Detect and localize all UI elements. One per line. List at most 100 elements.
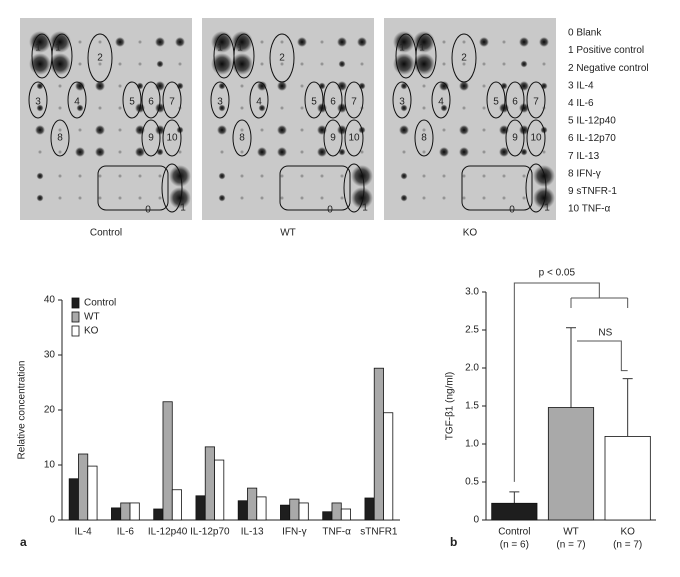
spot-circle [526, 81, 546, 119]
blot-spot [462, 40, 466, 44]
y-tick-label: 40 [44, 295, 56, 306]
bar [256, 496, 267, 521]
bracket [513, 282, 629, 482]
x-tick-label: WT [563, 527, 579, 538]
spot-number: 8 [421, 133, 427, 144]
x-tick-note: (n = 7) [556, 540, 585, 551]
spot-number: 3 [217, 97, 223, 108]
blot-spot [98, 196, 102, 200]
spot-number: 5 [493, 97, 499, 108]
blot-spot [260, 174, 264, 178]
y-tick-label: 2.5 [465, 325, 479, 336]
bar [87, 465, 98, 521]
blot-spot [178, 62, 182, 66]
bar [195, 495, 206, 521]
blot-spot [178, 150, 182, 154]
blot-spot [300, 196, 304, 200]
blot-spot [519, 37, 529, 47]
bar [547, 407, 595, 521]
blot-spot [78, 40, 82, 44]
blot-spot [29, 31, 51, 53]
blot-spot [138, 174, 142, 178]
key-entry: 0 Blank [568, 28, 602, 39]
spot-number: 1 [217, 43, 223, 54]
blot-spot [118, 84, 122, 88]
blot-spot [320, 40, 324, 44]
spot-circle [162, 81, 182, 119]
blot-spot [240, 174, 244, 178]
blot-spot [218, 172, 226, 180]
x-tick-note: (n = 6) [500, 540, 529, 551]
key-entry: 3 IL-4 [568, 80, 594, 91]
spot-number: 3 [35, 97, 41, 108]
y-tick-label: 3.0 [465, 287, 479, 298]
blot-spot [138, 40, 142, 44]
bar [289, 498, 300, 521]
blot-spot [337, 103, 347, 113]
bar [247, 487, 258, 521]
spot-circle [486, 81, 506, 119]
blot-spot [522, 196, 526, 200]
spot-number: 3 [399, 97, 405, 108]
spot-circle [28, 81, 48, 119]
blot-spot [169, 165, 191, 187]
blot-spot [320, 196, 324, 200]
blot-spot [38, 150, 42, 154]
blot-spot [58, 84, 62, 88]
blot-spot [95, 125, 105, 135]
blot-spot [98, 40, 102, 44]
blot-spot [138, 62, 142, 66]
blot-spot [280, 174, 284, 178]
blot-spot [422, 84, 426, 88]
y-tick-label: 30 [44, 350, 56, 361]
blot-spot [442, 40, 446, 44]
blot-spot [462, 196, 466, 200]
blot-spot [135, 125, 145, 135]
blot-spot [95, 147, 105, 157]
spot-number: 1 [237, 43, 243, 54]
key-entry: 7 IL-13 [568, 151, 600, 162]
blot-spot [300, 62, 304, 66]
blot-spot [220, 150, 224, 154]
spot-number: 0 [327, 205, 333, 216]
blot-spot [260, 196, 264, 200]
blot-spot [400, 194, 408, 202]
spot-number: 2 [461, 53, 467, 64]
legend-label: WT [84, 312, 100, 323]
blot-spot [340, 174, 344, 178]
blot-spot [338, 148, 346, 156]
blot-spot [300, 84, 304, 88]
spot-number: 1 [35, 43, 41, 54]
blot-spot [400, 82, 408, 90]
spot-number: 7 [351, 97, 357, 108]
y-tick-label: 10 [44, 460, 56, 471]
y-tick-label: 0 [49, 515, 55, 526]
bar [340, 508, 351, 521]
blot-spot [280, 40, 284, 44]
panel-caption: KO [463, 228, 478, 239]
blot-spot [257, 147, 267, 157]
blot-spot [218, 194, 226, 202]
y-axis-label: TGF-β1 (ng/ml) [445, 372, 456, 441]
blank-box [97, 165, 169, 211]
legend-swatch [71, 311, 80, 323]
blot-spot [439, 147, 449, 157]
spot-circle [233, 33, 255, 79]
blot-spot [338, 60, 346, 68]
spot-number: 6 [148, 97, 154, 108]
key-entry: 9 sTNFR-1 [568, 186, 617, 197]
blot-spot [400, 104, 408, 112]
spot-circle [415, 33, 437, 79]
blot-spot [442, 128, 446, 132]
blot-spot [58, 174, 62, 178]
blot-spot [169, 187, 191, 209]
blot-spot [36, 104, 44, 112]
panel-letter: a [20, 535, 27, 549]
spot-circle [343, 163, 365, 213]
spot-number: 10 [348, 133, 360, 144]
y-tick-label: 0.5 [465, 477, 479, 488]
spot-circle [162, 119, 182, 157]
panel-caption: Control [90, 228, 122, 239]
